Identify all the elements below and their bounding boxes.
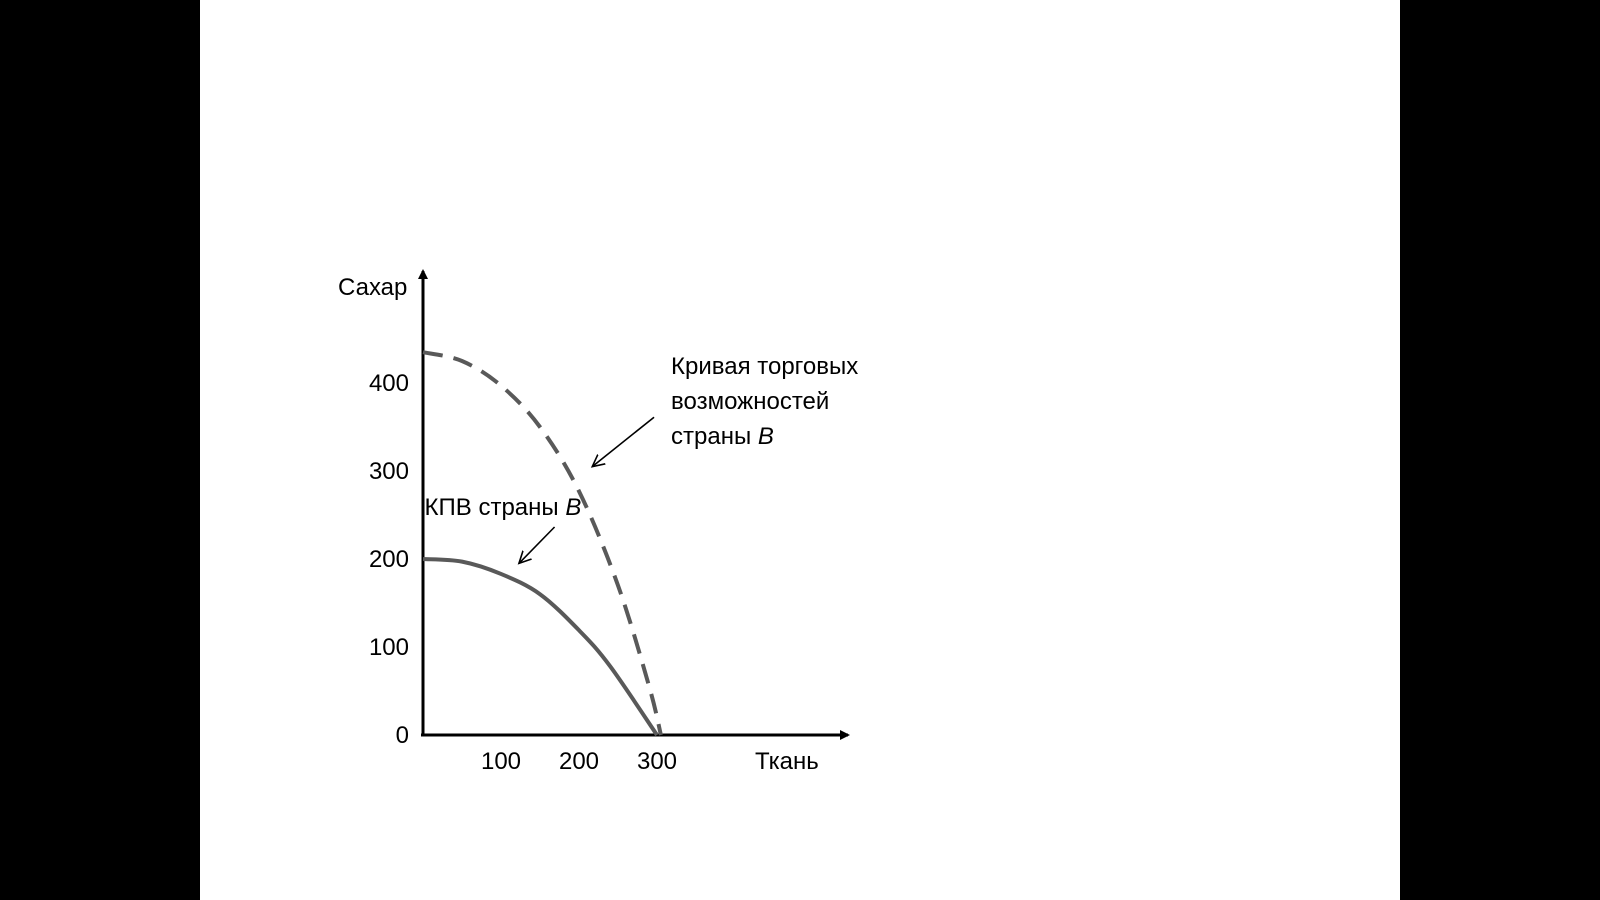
x-tick-label: 100: [481, 748, 521, 775]
trade-possibilities-curve: [422, 350, 663, 736]
y-tick-label: 300: [369, 458, 409, 485]
y-tick-label: 200: [369, 546, 409, 573]
slide-background: [200, 0, 1400, 900]
ppf-label-arrow: [519, 526, 556, 563]
trade-curve-label-arrow: [592, 416, 655, 466]
trade-curve-label: Кривая торговых возможностей страны B: [671, 353, 858, 450]
x-tick-label: 200: [559, 748, 599, 775]
ppf-label: КПВ страны B: [425, 494, 582, 521]
ppf-curve: [422, 557, 659, 737]
y-axis-label: Сахар: [338, 274, 407, 301]
x-axis-label: Ткань: [755, 748, 819, 775]
x-tick-label: 300: [637, 748, 677, 775]
y-tick-label: 100: [369, 634, 409, 661]
y-tick-label: 400: [369, 370, 409, 397]
y-tick-label: 0: [396, 722, 409, 749]
